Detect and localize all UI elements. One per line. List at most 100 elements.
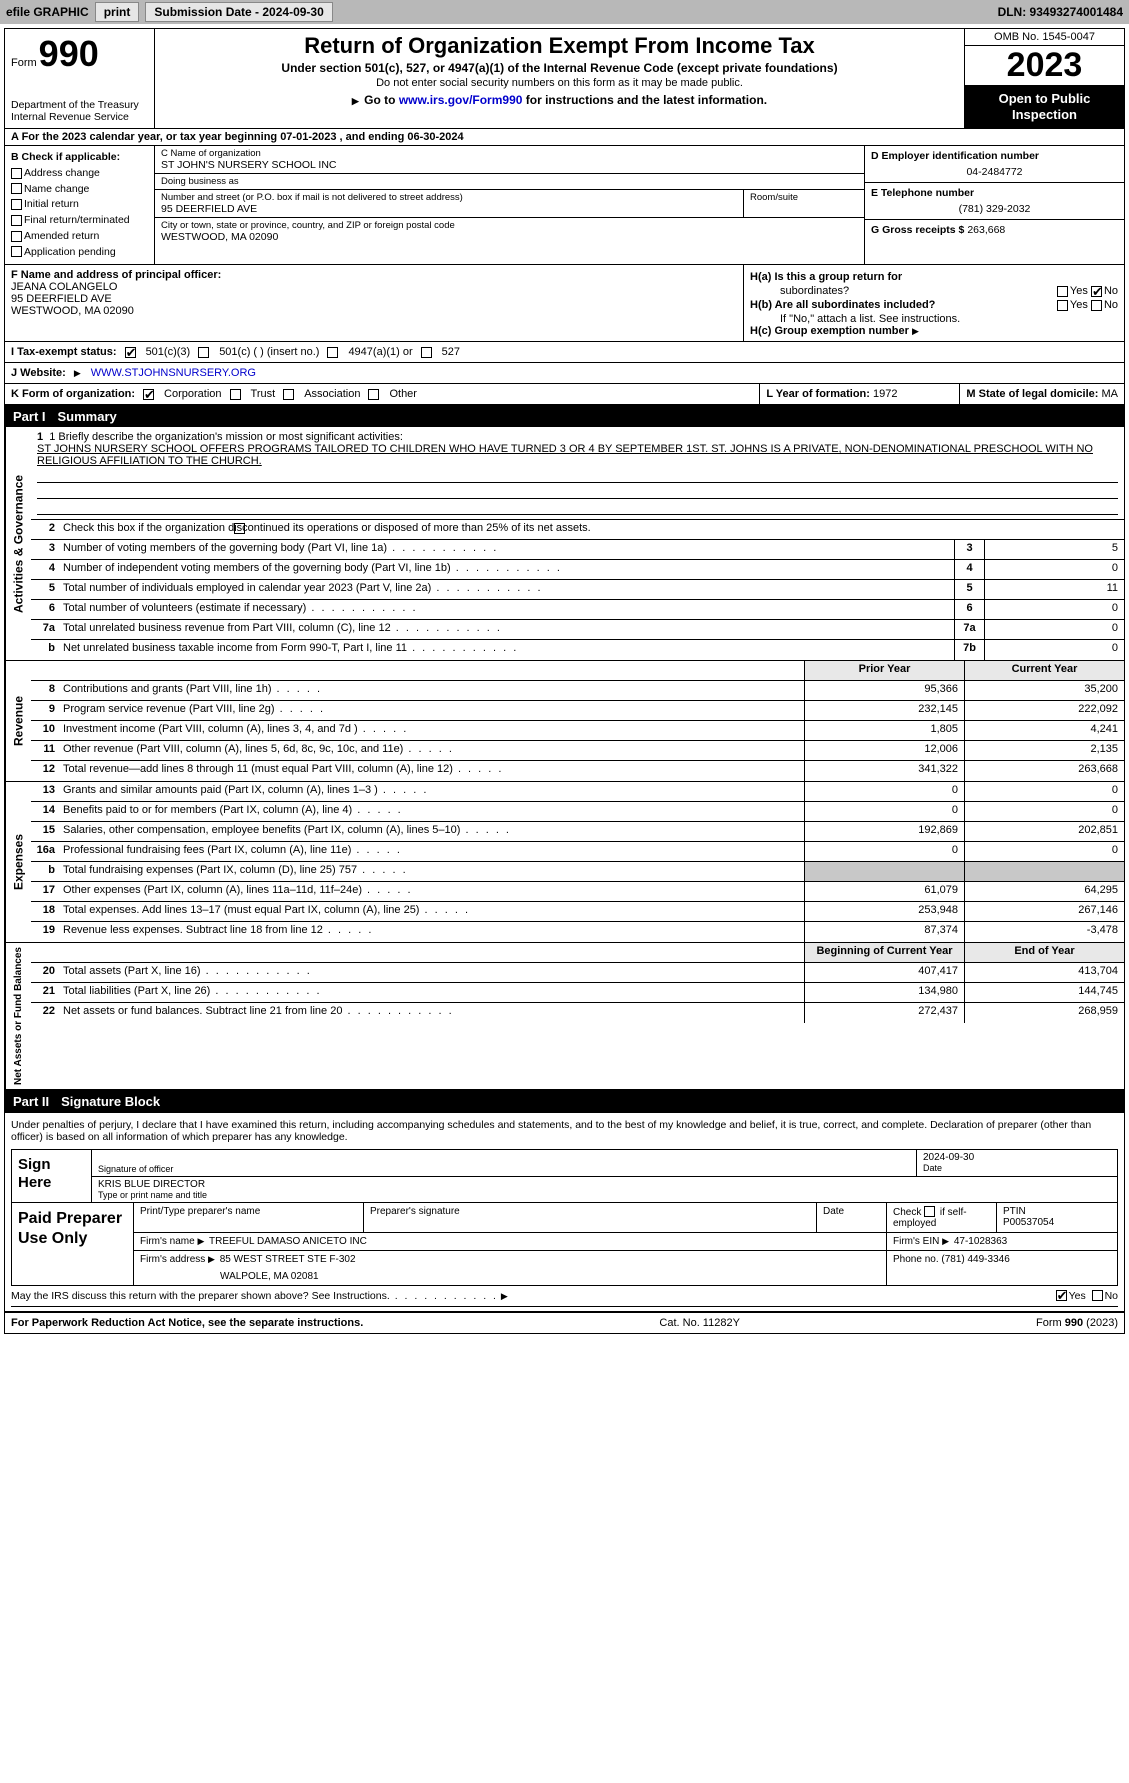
topbar: efile GRAPHIC print Submission Date - 20… [0, 0, 1129, 24]
row-lm: L Year of formation: 1972 M State of leg… [760, 384, 1124, 404]
paid-preparer-label: Paid Preparer Use Only [12, 1203, 134, 1284]
form-footer: Form 990 (2023) [1036, 1317, 1118, 1329]
row-f-h: F Name and address of principal officer:… [5, 265, 1124, 342]
sig-date: 2024-09-30 [923, 1152, 1111, 1163]
room-label: Room/suite [750, 192, 858, 203]
cb-4947[interactable] [327, 347, 338, 358]
row-j-website: J Website: WWW.STJOHNSNURSERY.ORG [5, 363, 1124, 384]
cb-assoc[interactable] [283, 389, 294, 400]
omb-number: OMB No. 1545-0047 [965, 29, 1124, 46]
addr-value: 95 DEERFIELD AVE [161, 203, 737, 215]
sign-here-grid: Sign Here Signature of officer 2024-09-3… [11, 1149, 1118, 1203]
line-9: 9Program service revenue (Part VIII, lin… [31, 701, 1124, 721]
firm-name: TREEFUL DAMASO ANICETO INC [209, 1236, 367, 1247]
ein-value: 04-2484772 [871, 166, 1118, 178]
line-22: 22Net assets or fund balances. Subtract … [31, 1003, 1124, 1023]
vtab-governance: Activities & Governance [5, 427, 31, 660]
cb-initial-return[interactable] [11, 199, 22, 210]
line-6: 6Total number of volunteers (estimate if… [31, 600, 1124, 620]
cb-address-change[interactable] [11, 168, 22, 179]
efile-label: efile GRAPHIC [6, 5, 89, 19]
sig-officer-label: Signature of officer [98, 1164, 910, 1174]
line-10: 10Investment income (Part VIII, column (… [31, 721, 1124, 741]
form-word: Form [11, 57, 37, 69]
form-number: 990 [39, 33, 99, 75]
cb-ha-yes[interactable] [1057, 286, 1068, 297]
form-title: Return of Organization Exempt From Incom… [163, 33, 956, 59]
cb-corp[interactable] [143, 389, 154, 400]
cb-hb-no[interactable] [1091, 300, 1102, 311]
net-header: Beginning of Current Year End of Year [31, 943, 1124, 963]
cb-final-return[interactable] [11, 215, 22, 226]
cb-hb-yes[interactable] [1057, 300, 1068, 311]
cb-ha-no[interactable] [1091, 286, 1102, 297]
cb-name-change[interactable] [11, 183, 22, 194]
addr-label: Number and street (or P.O. box if mail i… [161, 192, 737, 203]
dept-treasury: Department of the Treasury [11, 99, 148, 111]
signature-block: Under penalties of perjury, I declare th… [5, 1112, 1124, 1310]
cb-self-employed[interactable] [924, 1206, 935, 1217]
cb-amended[interactable] [11, 231, 22, 242]
tax-year: 2023 [965, 46, 1124, 85]
officer-addr2: WESTWOOD, MA 02090 [11, 305, 737, 317]
line-14: 14Benefits paid to or for members (Part … [31, 802, 1124, 822]
sign-here-label: Sign Here [12, 1150, 92, 1202]
header-mid: Return of Organization Exempt From Incom… [155, 29, 964, 128]
line-12: 12Total revenue—add lines 8 through 11 (… [31, 761, 1124, 781]
row-k-orgform: K Form of organization: Corporation Trus… [5, 384, 760, 404]
row-m-domicile: M State of legal domicile: MA [960, 384, 1124, 404]
line-13: 13Grants and similar amounts paid (Part … [31, 782, 1124, 802]
vtab-expenses: Expenses [5, 782, 31, 942]
section-expenses: Expenses 13Grants and similar amounts pa… [5, 782, 1124, 943]
officer-typed: KRIS BLUE DIRECTOR [98, 1179, 1111, 1190]
gross-label: G Gross receipts $ [871, 224, 964, 236]
entity-row: B Check if applicable: Address change Na… [5, 146, 1124, 265]
rev-header: Prior Year Current Year [31, 661, 1124, 681]
cb-trust[interactable] [230, 389, 241, 400]
officer-name: JEANA COLANGELO [11, 281, 737, 293]
cb-527[interactable] [421, 347, 432, 358]
cb-pending[interactable] [11, 246, 22, 257]
city-value: WESTWOOD, MA 02090 [161, 231, 858, 243]
hb-note: If "No," attach a list. See instructions… [750, 313, 1118, 325]
line-18: 18Total expenses. Add lines 13–17 (must … [31, 902, 1124, 922]
firm-phone: (781) 449-3346 [941, 1254, 1009, 1265]
gross-value: 263,668 [967, 224, 1005, 236]
irs-link[interactable]: www.irs.gov/Form990 [399, 93, 523, 107]
col-b-checkboxes: B Check if applicable: Address change Na… [5, 146, 155, 264]
cb-discuss-yes[interactable] [1056, 1290, 1067, 1301]
tel-value: (781) 329-2032 [871, 203, 1118, 215]
cb-discontinued[interactable] [234, 523, 245, 534]
firm-addr: 85 WEST STREET STE F-302 [220, 1254, 356, 1265]
website-link[interactable]: WWW.STJOHNSNURSERY.ORG [91, 367, 256, 379]
cb-501c3[interactable] [125, 347, 136, 358]
officer-addr1: 95 DEERFIELD AVE [11, 293, 737, 305]
form-990: Form 990 Department of the Treasury Inte… [4, 28, 1125, 1334]
dln-label: DLN: 93493274001484 [998, 5, 1123, 19]
line-3: 3Number of voting members of the governi… [31, 540, 1124, 560]
cb-other[interactable] [368, 389, 379, 400]
line-11: 11Other revenue (Part VIII, column (A), … [31, 741, 1124, 761]
row-i-status: I Tax-exempt status: 501(c)(3) 501(c) ( … [5, 342, 1124, 363]
line-5: 5Total number of individuals employed in… [31, 580, 1124, 600]
ein-label: D Employer identification number [871, 150, 1118, 162]
section-netassets: Net Assets or Fund Balances Beginning of… [5, 943, 1124, 1091]
row-a-period: A For the 2023 calendar year, or tax yea… [5, 129, 1124, 146]
header-left: Form 990 Department of the Treasury Inte… [5, 29, 155, 128]
firm-addr2: WALPOLE, MA 02081 [140, 1265, 880, 1282]
cb-501c[interactable] [198, 347, 209, 358]
part1-header: Part I Summary [5, 406, 1124, 427]
print-button[interactable]: print [95, 2, 140, 22]
submission-button[interactable]: Submission Date - 2024-09-30 [145, 2, 332, 22]
line-19: 19Revenue less expenses. Subtract line 1… [31, 922, 1124, 942]
cat-no: Cat. No. 11282Y [659, 1317, 740, 1329]
firm-ein: 47-1028363 [954, 1236, 1007, 1247]
irs-label: Internal Revenue Service [11, 111, 148, 123]
vtab-revenue: Revenue [5, 661, 31, 781]
cb-discuss-no[interactable] [1092, 1290, 1103, 1301]
col-h-group: H(a) Is this a group return for subordin… [744, 265, 1124, 341]
city-label: City or town, state or province, country… [161, 220, 858, 231]
header-right: OMB No. 1545-0047 2023 Open to Public In… [964, 29, 1124, 128]
line-20: 20Total assets (Part X, line 16)407,4174… [31, 963, 1124, 983]
footer-row: For Paperwork Reduction Act Notice, see … [5, 1311, 1124, 1333]
